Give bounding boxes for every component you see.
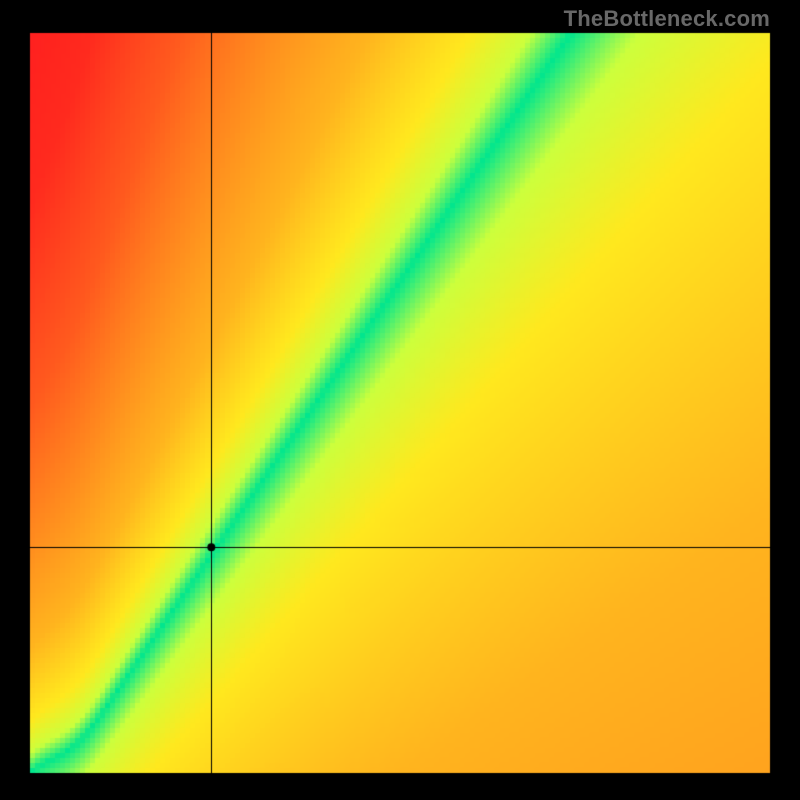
chart-container: TheBottleneck.com (0, 0, 800, 800)
watermark-text: TheBottleneck.com (564, 6, 770, 32)
bottleneck-heatmap (0, 0, 800, 800)
